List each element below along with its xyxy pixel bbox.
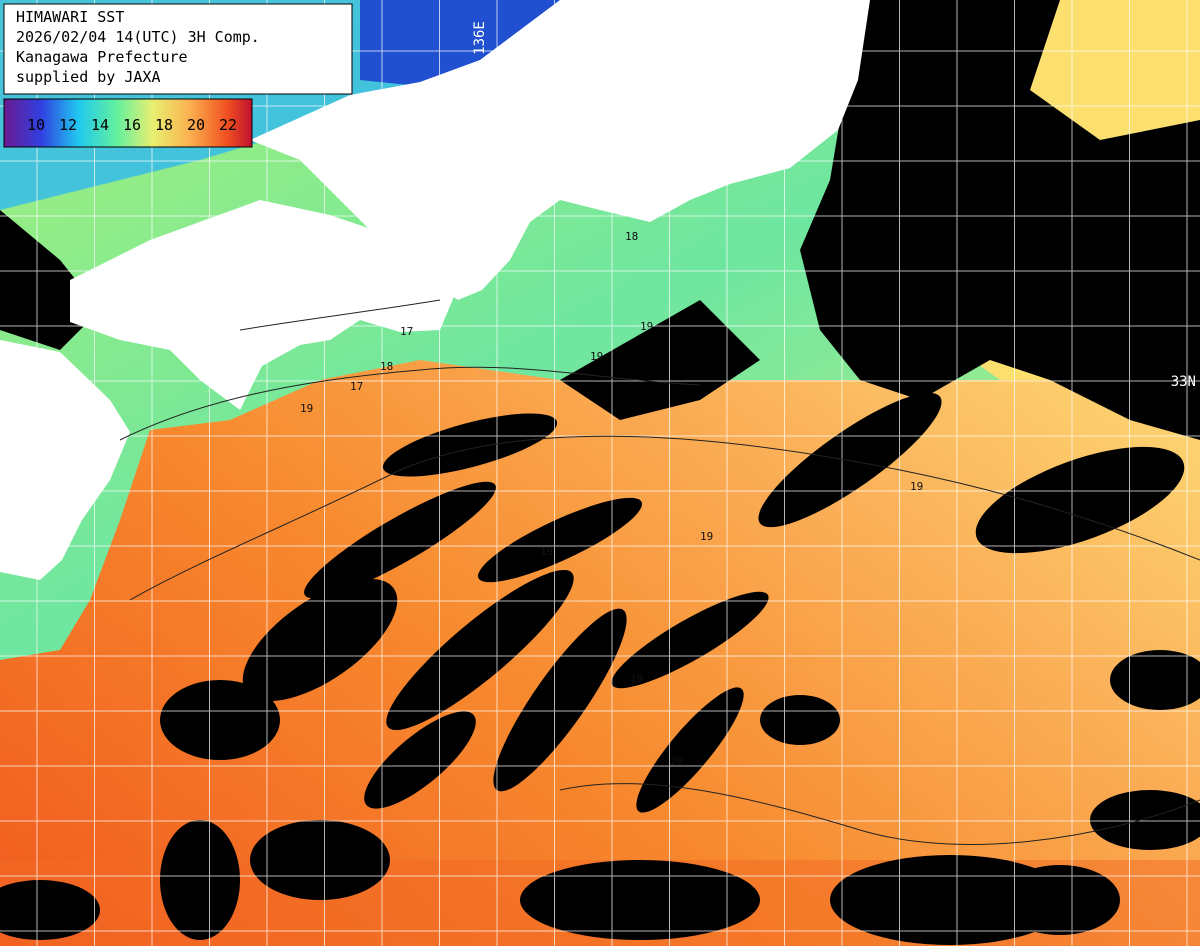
- colorbar-label: 18: [155, 116, 173, 134]
- contour-labels: 19 17 18 19 19 19 19 20 19 19 18 17: [300, 230, 923, 768]
- colorbar-label: 16: [123, 116, 141, 134]
- colorbar-label: 14: [91, 116, 109, 134]
- contour-label: 19: [640, 320, 653, 333]
- legend-line: HIMAWARI SST: [16, 8, 124, 26]
- legend-line: supplied by JAXA: [16, 68, 161, 86]
- colorbar-label: 22: [219, 116, 237, 134]
- contour-label: 19: [540, 545, 553, 558]
- land: [0, 0, 870, 580]
- legend-line: 2026/02/04 14(UTC) 3H Comp.: [16, 28, 260, 46]
- legend-line: Kanagawa Prefecture: [16, 48, 188, 66]
- contour-label: 20: [670, 755, 683, 768]
- contour-label: 17: [350, 380, 363, 393]
- longitude-label: 136E: [472, 21, 488, 55]
- contour-label: 18: [625, 230, 638, 243]
- contour-label: 19: [590, 350, 603, 363]
- colorbar-label: 12: [59, 116, 77, 134]
- contour-label: 18: [380, 360, 393, 373]
- latitude-label: 33N: [1171, 374, 1196, 390]
- isotherms: [119, 299, 1200, 845]
- contour-label: 17: [400, 325, 413, 338]
- legend: 136E 33N HIMAWARI SST 2026/02/04 14(UTC) …: [3, 3, 1196, 390]
- colorbar-label: 10: [27, 116, 45, 134]
- colorbar: [3, 98, 253, 148]
- colorbar-label: 20: [187, 116, 205, 134]
- legend-box: [3, 3, 353, 95]
- contour-label: 19: [700, 530, 713, 543]
- contour-label: 19: [630, 672, 643, 685]
- contour-label: 19: [910, 480, 923, 493]
- contour-label: 19: [300, 402, 313, 415]
